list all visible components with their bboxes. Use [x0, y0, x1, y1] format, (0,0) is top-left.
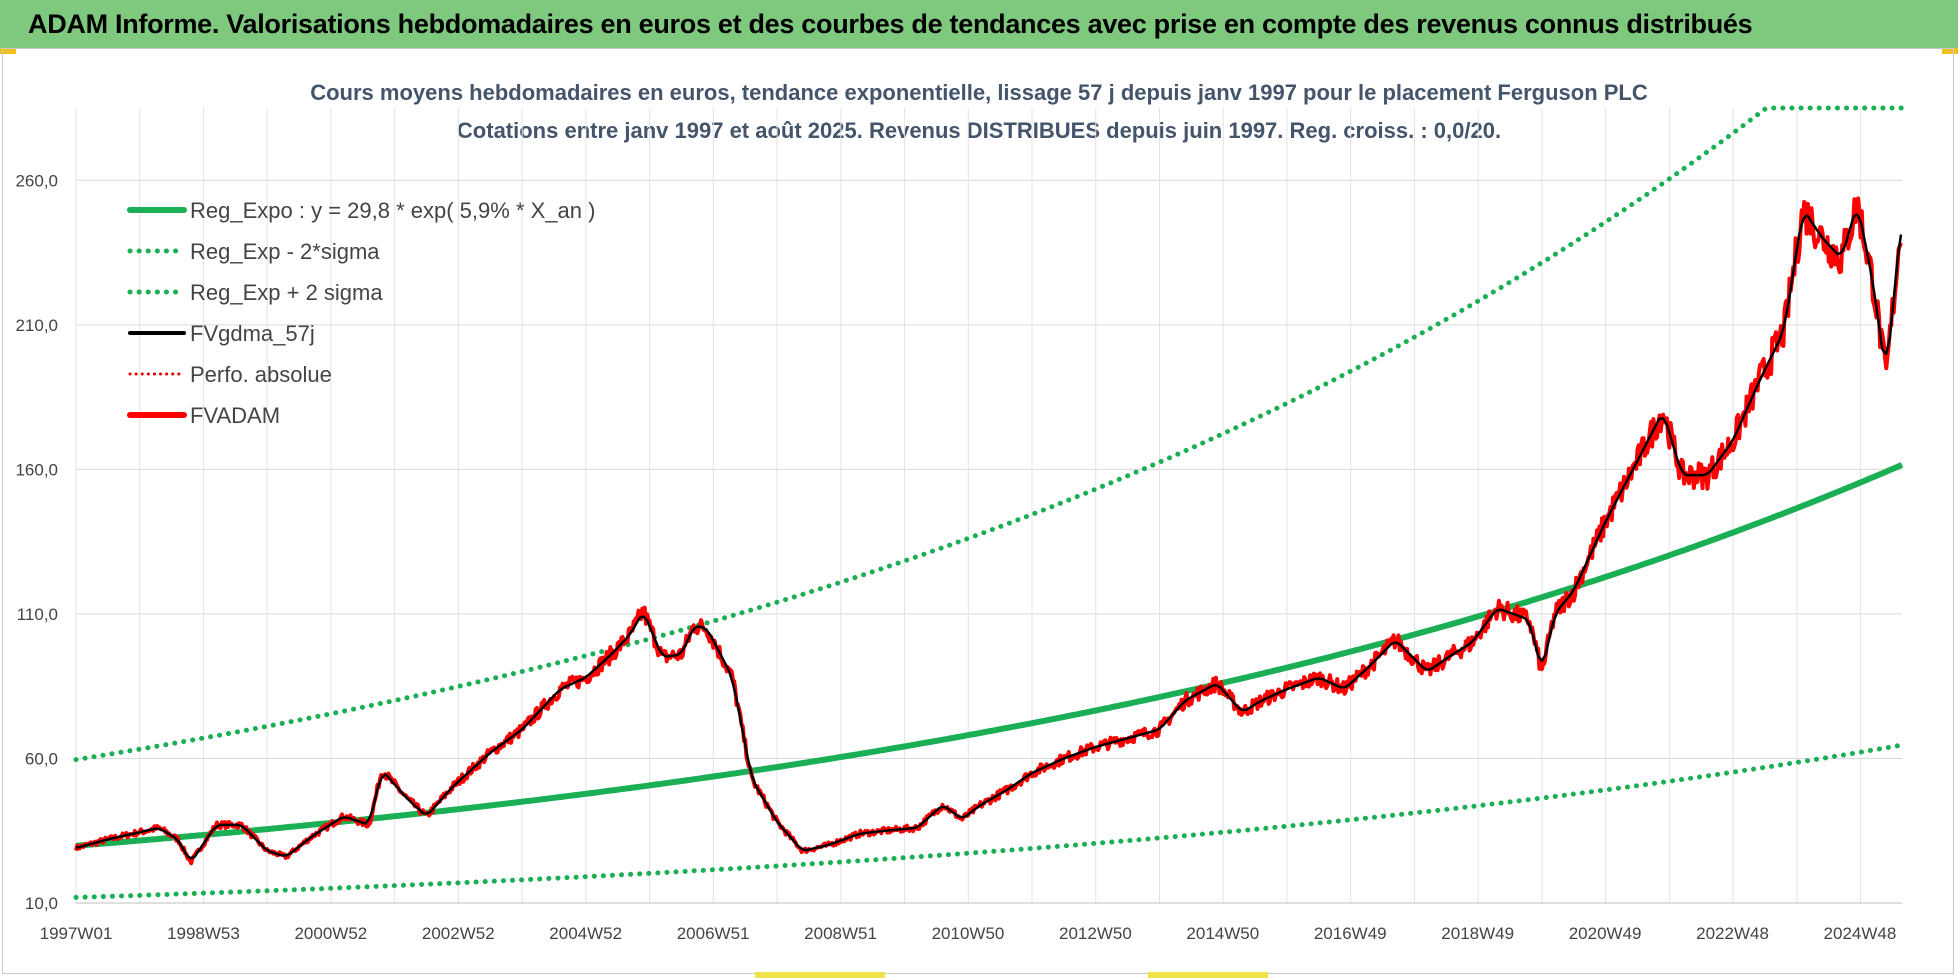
legend-label-regression: Reg_Expo : y = 29,8 * exp( 5,9% * X_an ) — [190, 198, 595, 223]
bottom-accent-left — [755, 972, 885, 978]
x-tick-label: 2024W48 — [1824, 924, 1897, 943]
y-tick-label: 210,0 — [15, 316, 58, 335]
x-tick-label: 1998W53 — [167, 924, 240, 943]
y-tick-label: 60,0 — [25, 749, 58, 768]
x-tick-label: 2004W52 — [549, 924, 622, 943]
series-reg-exp-plus-2-sigma — [73, 105, 1905, 763]
x-tick-label: 2020W49 — [1569, 924, 1642, 943]
corner-marker-left — [0, 48, 16, 54]
y-tick-label: 260,0 — [15, 171, 58, 190]
x-tick-label: 2022W48 — [1696, 924, 1769, 943]
bottom-accent-right — [1148, 972, 1268, 978]
series-fvgdma-57j — [75, 213, 1903, 860]
y-tick-label: 110,0 — [17, 605, 58, 624]
legend-label-smoothed: FVgdma_57j — [190, 321, 315, 346]
legend-label-perf: Perfo. absolue — [190, 362, 332, 387]
legend-label-price: FVADAM — [190, 403, 280, 428]
axis-layer: 10,0 60,0 110,0 160,0 210,0 260,0 1997W01 1998W… — [15, 171, 1902, 943]
chart-legend: Reg_Expo : y = 29,8 * exp( 5,9% * X_an )… — [127, 198, 595, 428]
series-layer — [73, 105, 1905, 900]
x-tick-label: 2018W49 — [1441, 924, 1514, 943]
x-tick-label: 2006W51 — [677, 924, 750, 943]
x-tick-label: 2016W49 — [1314, 924, 1387, 943]
chart-subtitle: Cotations entre janv 1997 et août 2025. … — [456, 118, 1502, 143]
x-tick-label: 2008W51 — [804, 924, 877, 943]
x-tick-label: 2012W50 — [1059, 924, 1132, 943]
y-tick-label: 10,0 — [25, 894, 58, 913]
x-tick-label: 1997W01 — [40, 924, 113, 943]
corner-marker-right — [1942, 48, 1958, 54]
chart-title: Cours moyens hebdomadaires en euros, ten… — [310, 80, 1648, 105]
y-tick-label: 160,0 — [15, 460, 58, 479]
grid-layer — [75, 108, 1902, 904]
chart-frame — [2, 48, 1954, 974]
banner-title: ADAM Informe. Valorisations hebdomadaire… — [28, 8, 1753, 39]
x-tick-label: 2002W52 — [422, 924, 495, 943]
legend-label-upper: Reg_Exp + 2 sigma — [190, 280, 383, 305]
series-reg-expo — [75, 462, 1904, 849]
report-banner: ADAM Informe. Valorisations hebdomadaire… — [0, 0, 1958, 48]
x-tick-label: 2010W50 — [932, 924, 1005, 943]
x-tick-label: 2014W50 — [1186, 924, 1259, 943]
x-tick-label: 2000W52 — [294, 924, 367, 943]
legend-label-lower: Reg_Exp - 2*sigma — [190, 239, 380, 264]
